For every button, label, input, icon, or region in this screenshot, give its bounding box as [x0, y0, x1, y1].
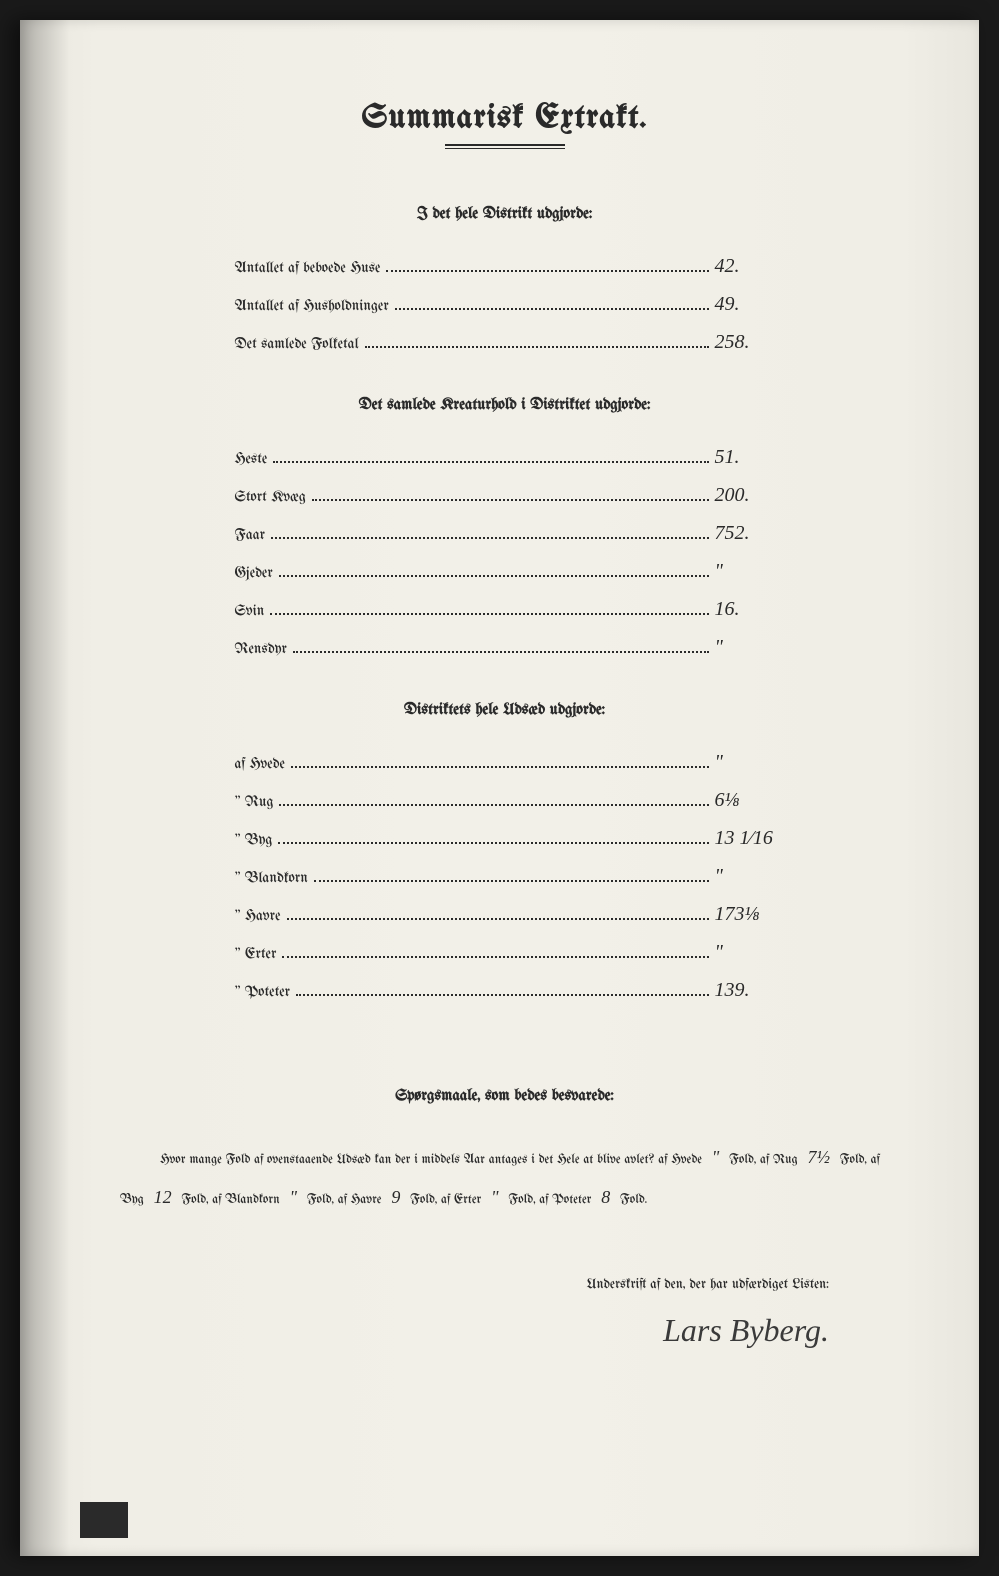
- row-label: Stort Kvæg: [235, 483, 306, 512]
- havre-value: 9: [385, 1187, 406, 1207]
- table-row: Heste 51.: [235, 438, 775, 476]
- row-value: ": [715, 628, 775, 666]
- table-row: " Havre 173⅛: [235, 895, 775, 933]
- byg-value: 12: [148, 1187, 178, 1207]
- row-label: " Havre: [235, 902, 281, 931]
- leader-dots: [314, 880, 709, 882]
- row-label: " Blandkorn: [235, 864, 308, 893]
- erter-value: ": [485, 1187, 505, 1207]
- row-value: 51.: [715, 438, 775, 476]
- row-value: ": [715, 933, 775, 971]
- row-value: 16.: [715, 590, 775, 628]
- table-row: af Hvede ": [235, 743, 775, 781]
- table-row: Antallet af Husholdninger 49.: [235, 285, 775, 323]
- table-row: Antallet af beboede Huse 42.: [235, 247, 775, 285]
- row-label: Gjeder: [235, 559, 273, 588]
- row-value: 49.: [715, 285, 775, 323]
- row-value: ": [715, 552, 775, 590]
- row-value: 200.: [715, 476, 775, 514]
- section1-heading: I det hele Distrikt udgjorde:: [120, 206, 889, 223]
- leader-dots: [386, 270, 708, 272]
- questions-body: Hvor mange Fold af ovenstaaende Udsæd ka…: [120, 1138, 889, 1217]
- row-value: 13 1⁄16: [715, 819, 775, 857]
- table-row: " Byg 13 1⁄16: [235, 819, 775, 857]
- fold-label: Fold,: [508, 1194, 535, 1207]
- table-row: Stort Kvæg 200.: [235, 476, 775, 514]
- section2-rows: Heste 51. Stort Kvæg 200. Faar 752. Gjeder "…: [235, 438, 775, 666]
- fold-label-end: Fold.: [620, 1194, 647, 1207]
- table-row: " Blandkorn ": [235, 857, 775, 895]
- fold-label: Fold,: [307, 1194, 334, 1207]
- row-value: 752.: [715, 514, 775, 552]
- leader-dots: [279, 575, 709, 577]
- table-row: Gjeder ": [235, 552, 775, 590]
- row-value: 258.: [715, 323, 775, 361]
- leader-dots: [279, 804, 708, 806]
- row-value: 173⅛: [715, 895, 775, 933]
- hvede-value: ": [706, 1147, 726, 1167]
- signature-label: Underskrift af den, der har udfærdiget L…: [120, 1277, 829, 1292]
- leader-dots: [287, 918, 709, 920]
- page-tab: [80, 1502, 128, 1538]
- poteter-value: 8: [595, 1187, 616, 1207]
- row-value: 139.: [715, 971, 775, 1009]
- section2-heading: Det samlede Kreaturhold i Distriktet udg…: [120, 397, 889, 414]
- row-label: Svin: [235, 597, 265, 626]
- signature-name: Lars Byberg.: [120, 1312, 829, 1349]
- fold-label: Fold,: [729, 1154, 756, 1167]
- leader-dots: [282, 956, 708, 958]
- blandkorn-value: ": [283, 1187, 303, 1207]
- leader-dots: [273, 461, 708, 463]
- table-row: " Rug 6⅛: [235, 781, 775, 819]
- leader-dots: [365, 346, 709, 348]
- row-value: 6⅛: [715, 781, 775, 819]
- row-value: 42.: [715, 247, 775, 285]
- table-row: Rensdyr ": [235, 628, 775, 666]
- row-label: Rensdyr: [235, 635, 287, 664]
- fold-label: Fold,: [181, 1194, 208, 1207]
- fold-label: Fold,: [840, 1154, 867, 1167]
- signature-block: Underskrift af den, der har udfærdiget L…: [120, 1277, 889, 1349]
- section3-heading: Distriktets hele Udsæd udgjorde:: [120, 702, 889, 719]
- row-label: Antallet af Husholdninger: [235, 292, 389, 321]
- table-row: Faar 752.: [235, 514, 775, 552]
- leader-dots: [270, 613, 708, 615]
- row-label: af Hvede: [235, 750, 285, 779]
- row-label: Antallet af beboede Huse: [235, 254, 381, 283]
- table-row: " Erter ": [235, 933, 775, 971]
- row-label: Det samlede Folketal: [235, 330, 359, 359]
- leader-dots: [291, 766, 709, 768]
- table-row: " Poteter 139.: [235, 971, 775, 1009]
- title-underline: [445, 144, 565, 146]
- leader-dots: [271, 537, 708, 539]
- row-label: " Rug: [235, 788, 274, 817]
- table-row: Svin 16.: [235, 590, 775, 628]
- document-page: Summarisk Extrakt. I det hele Distrikt u…: [20, 20, 979, 1556]
- leader-dots: [293, 651, 709, 653]
- leader-dots: [395, 308, 709, 310]
- table-row: Det samlede Folketal 258.: [235, 323, 775, 361]
- questions-lead: Hvor mange Fold af ovenstaaende Udsæd ka…: [160, 1154, 702, 1167]
- section3-rows: af Hvede " " Rug 6⅛ " Byg 13 1⁄16 " Blandko…: [235, 743, 775, 1009]
- row-label: Heste: [235, 445, 268, 474]
- row-value: ": [715, 857, 775, 895]
- questions-heading: Spørgsmaale, som bedes besvarede:: [120, 1079, 889, 1114]
- leader-dots: [278, 842, 708, 844]
- questions-section: Spørgsmaale, som bedes besvarede: Hvor m…: [120, 1079, 889, 1217]
- fold-label: Fold,: [410, 1194, 437, 1207]
- leader-dots: [296, 994, 708, 996]
- section1-rows: Antallet af beboede Huse 42. Antallet af …: [235, 247, 775, 361]
- row-label: Faar: [235, 521, 266, 550]
- row-value: ": [715, 743, 775, 781]
- page-title: Summarisk Extrakt.: [120, 100, 889, 136]
- row-label: " Poteter: [235, 978, 291, 1007]
- rug-value: 7½: [801, 1147, 836, 1167]
- row-label: " Byg: [235, 826, 273, 855]
- row-label: " Erter: [235, 940, 277, 969]
- leader-dots: [312, 499, 709, 501]
